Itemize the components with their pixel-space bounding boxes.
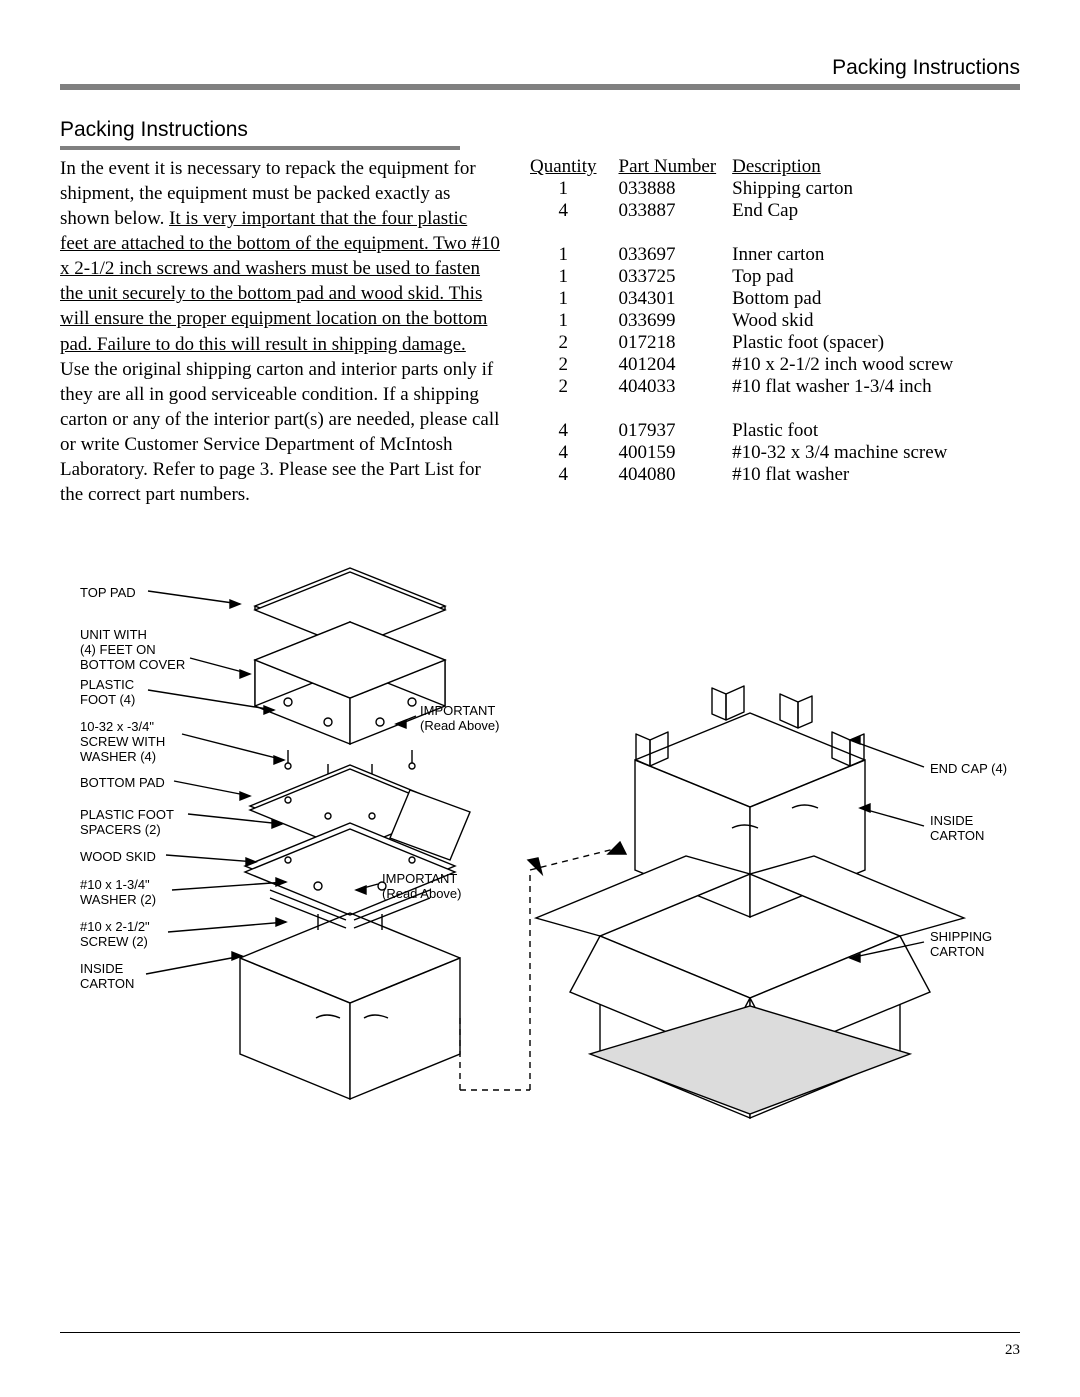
header-rule — [60, 84, 1020, 90]
cell-pn: 404033 — [619, 376, 733, 398]
cell-pn: 033888 — [619, 178, 733, 200]
parts-table: Quantity Part Number Description 1033888… — [530, 156, 969, 486]
diagram-label: UNIT WITH (4) FEET ON BOTTOM COVER — [80, 628, 185, 673]
diagram-label: PLASTIC FOOT SPACERS (2) — [80, 808, 174, 838]
cell-pn: 404080 — [619, 464, 733, 486]
cell-desc: Bottom pad — [732, 288, 969, 310]
diagram-label: PLASTIC FOOT (4) — [80, 678, 135, 708]
para1-underlined: It is very important that the four plast… — [60, 208, 500, 354]
section-title: Packing Instructions — [60, 118, 1020, 142]
cell-pn: 017937 — [619, 420, 733, 442]
cell-desc: #10 x 2-1/2 inch wood screw — [732, 354, 969, 376]
cell-qty: 1 — [530, 244, 619, 266]
cell-desc: #10 flat washer — [732, 464, 969, 486]
content-row: In the event it is necessary to repack t… — [60, 156, 1020, 507]
header-title: Packing Instructions — [60, 56, 1020, 80]
cell-desc: Plastic foot — [732, 420, 969, 442]
table-row: 2017218Plastic foot (spacer) — [530, 332, 969, 354]
packing-diagram: TOP PAD UNIT WITH (4) FEET ON BOTTOM COVE… — [60, 560, 1020, 1180]
diagram-label: #10 x 1-3/4" WASHER (2) — [80, 878, 156, 908]
page-number: 23 — [1005, 1342, 1020, 1359]
parts-list: Quantity Part Number Description 1033888… — [530, 156, 1020, 507]
cell-qty: 2 — [530, 376, 619, 398]
section-rule — [60, 146, 460, 150]
col-desc: Description — [732, 156, 969, 178]
footer-rule — [60, 1332, 1020, 1333]
cell-qty: 4 — [530, 200, 619, 222]
table-row: 2401204#10 x 2-1/2 inch wood screw — [530, 354, 969, 376]
table-row: 1033697Inner carton — [530, 244, 969, 266]
cell-desc: Inner carton — [732, 244, 969, 266]
col-pn: Part Number — [619, 156, 733, 178]
cell-pn: 033699 — [619, 310, 733, 332]
cell-pn: 400159 — [619, 442, 733, 464]
cell-pn: 017218 — [619, 332, 733, 354]
cell-qty: 1 — [530, 266, 619, 288]
cell-qty: 2 — [530, 354, 619, 376]
table-row: 1034301Bottom pad — [530, 288, 969, 310]
cell-pn: 033697 — [619, 244, 733, 266]
cell-pn: 033887 — [619, 200, 733, 222]
cell-desc: Shipping carton — [732, 178, 969, 200]
cell-desc: Wood skid — [732, 310, 969, 332]
cell-qty: 4 — [530, 420, 619, 442]
cell-pn: 401204 — [619, 354, 733, 376]
cell-qty: 1 — [530, 288, 619, 310]
table-row: 4400159#10-32 x 3/4 machine screw — [530, 442, 969, 464]
cell-qty: 4 — [530, 464, 619, 486]
table-row: 1033725Top pad — [530, 266, 969, 288]
table-row: 4033887End Cap — [530, 200, 969, 222]
table-row: 4017937Plastic foot — [530, 420, 969, 442]
cell-desc: Plastic foot (spacer) — [732, 332, 969, 354]
cell-desc: #10-32 x 3/4 machine screw — [732, 442, 969, 464]
cell-desc: End Cap — [732, 200, 969, 222]
para2: Use the original shipping carton and int… — [60, 357, 500, 507]
cell-pn: 033725 — [619, 266, 733, 288]
diagram-label: SHIPPING CARTON — [930, 930, 992, 960]
diagram-label: #10 x 2-1/2" SCREW (2) — [80, 920, 150, 950]
diagram-label: TOP PAD — [80, 586, 136, 601]
cell-desc: #10 flat washer 1-3/4 inch — [732, 376, 969, 398]
col-qty: Quantity — [530, 156, 619, 178]
diagram-label: END CAP (4) — [930, 762, 1007, 777]
diagram-label: BOTTOM PAD — [80, 776, 165, 791]
diagram-label: 10-32 x -3/4" SCREW WITH WASHER (4) — [80, 720, 165, 765]
diagram-label: WOOD SKID — [80, 850, 156, 865]
cell-qty: 2 — [530, 332, 619, 354]
table-row: 4404080#10 flat washer — [530, 464, 969, 486]
diagram-label: INSIDE CARTON — [80, 962, 134, 992]
cell-qty: 1 — [530, 178, 619, 200]
diagram-label: IMPORTANT (Read Above) — [420, 704, 500, 734]
diagram-label: INSIDE CARTON — [930, 814, 984, 844]
diagram-label: IMPORTANT (Read Above) — [382, 872, 462, 902]
table-row: 1033888Shipping carton — [530, 178, 969, 200]
cell-qty: 4 — [530, 442, 619, 464]
table-row: 2404033#10 flat washer 1-3/4 inch — [530, 376, 969, 398]
cell-qty: 1 — [530, 310, 619, 332]
cell-pn: 034301 — [619, 288, 733, 310]
cell-desc: Top pad — [732, 266, 969, 288]
table-row: 1033699Wood skid — [530, 310, 969, 332]
instructions-text: In the event it is necessary to repack t… — [60, 156, 500, 507]
